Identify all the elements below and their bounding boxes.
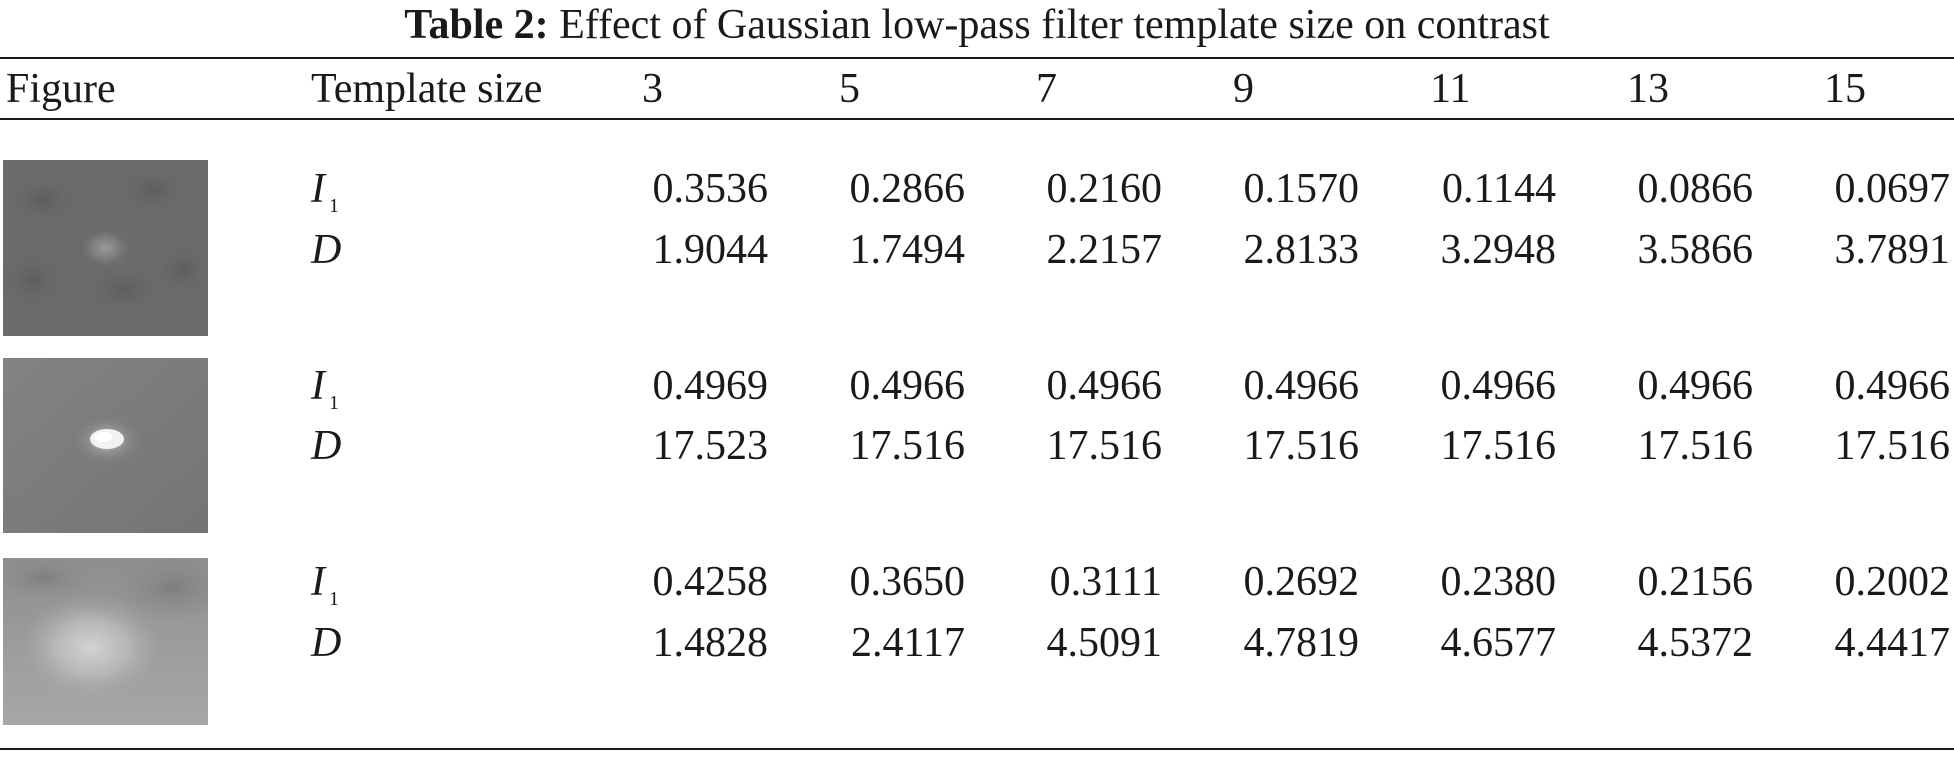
header-size-3: 3	[642, 66, 663, 112]
row2-d-size7: 17.516	[1046, 423, 1163, 469]
row2-i1-size5: 0.4966	[849, 363, 966, 409]
header-rule	[0, 118, 1954, 120]
header-size-11: 11	[1430, 66, 1471, 112]
row1-i1-size9: 0.1570	[1243, 166, 1360, 212]
row3-d-size5: 2.4117	[851, 620, 965, 666]
row3-i1-size7: 0.3111	[1049, 559, 1162, 605]
row3-d-size7: 4.5091	[1046, 620, 1163, 666]
header-size-15: 15	[1824, 66, 1866, 112]
row2-d-size15: 17.516	[1834, 423, 1951, 469]
row2-i1-size7: 0.4966	[1046, 363, 1163, 409]
header-figure: Figure	[6, 66, 116, 112]
caption-text: Effect of Gaussian low-pass filter templ…	[559, 2, 1550, 48]
row2-i1-size15: 0.4966	[1834, 363, 1951, 409]
table-caption: Table 2: Effect of Gaussian low-pass fil…	[0, 2, 1954, 52]
caption-label: Table 2:	[404, 2, 549, 48]
row1-i1-size7: 0.2160	[1046, 166, 1163, 212]
row2-d-size13: 17.516	[1637, 423, 1754, 469]
row2-d-size5: 17.516	[849, 423, 966, 469]
row1-i1-size3: 0.3536	[652, 166, 769, 212]
header-size-5: 5	[839, 66, 860, 112]
row3-d-size3: 1.4828	[652, 620, 769, 666]
row2-i1-size11: 0.4966	[1440, 363, 1557, 409]
row2-i1-size13: 0.4966	[1637, 363, 1754, 409]
row2-i1-size9: 0.4966	[1243, 363, 1360, 409]
row1-i1-size15: 0.0697	[1834, 166, 1951, 212]
row1-d-size3: 1.9044	[652, 227, 769, 273]
row2-i1-size3: 0.4969	[652, 363, 769, 409]
row1-d-size9: 2.8133	[1243, 227, 1360, 273]
row3-d-size15: 4.4417	[1834, 620, 1951, 666]
row3-i1-size15: 0.2002	[1834, 559, 1951, 605]
row1-i1-size11: 0.1144	[1442, 166, 1556, 212]
header-size-13: 13	[1627, 66, 1669, 112]
row1-d-size11: 3.2948	[1440, 227, 1557, 273]
row3-i1-size3: 0.4258	[652, 559, 769, 605]
row1-d-label: D	[311, 227, 342, 273]
row1-d-size7: 2.2157	[1046, 227, 1163, 273]
dark-noisy-target-image	[3, 160, 208, 336]
bright-point-target-image	[3, 358, 208, 533]
header-template-size: Template size	[311, 66, 543, 112]
row3-i1-size11: 0.2380	[1440, 559, 1557, 605]
row1-i1-size13: 0.0866	[1637, 166, 1754, 212]
row2-d-size9: 17.516	[1243, 423, 1360, 469]
row3-d-size13: 4.5372	[1637, 620, 1754, 666]
row2-d-size3: 17.523	[652, 423, 769, 469]
row1-d-size13: 3.5866	[1637, 227, 1754, 273]
row2-d-label: D	[311, 423, 342, 469]
row3-i1-size5: 0.3650	[849, 559, 966, 605]
row1-d-size5: 1.7494	[849, 227, 966, 273]
top-rule	[0, 57, 1954, 59]
row1-d-size15: 3.7891	[1834, 227, 1951, 273]
bottom-rule	[0, 748, 1954, 750]
diffuse-target-image	[3, 558, 208, 725]
row3-d-label: D	[311, 620, 342, 666]
row3-i1-size13: 0.2156	[1637, 559, 1754, 605]
header-size-9: 9	[1233, 66, 1254, 112]
row2-d-size11: 17.516	[1440, 423, 1557, 469]
row3-d-size11: 4.6577	[1440, 620, 1557, 666]
row3-i1-size9: 0.2692	[1243, 559, 1360, 605]
row3-d-size9: 4.7819	[1243, 620, 1360, 666]
header-size-7: 7	[1036, 66, 1057, 112]
row1-i1-size5: 0.2866	[849, 166, 966, 212]
